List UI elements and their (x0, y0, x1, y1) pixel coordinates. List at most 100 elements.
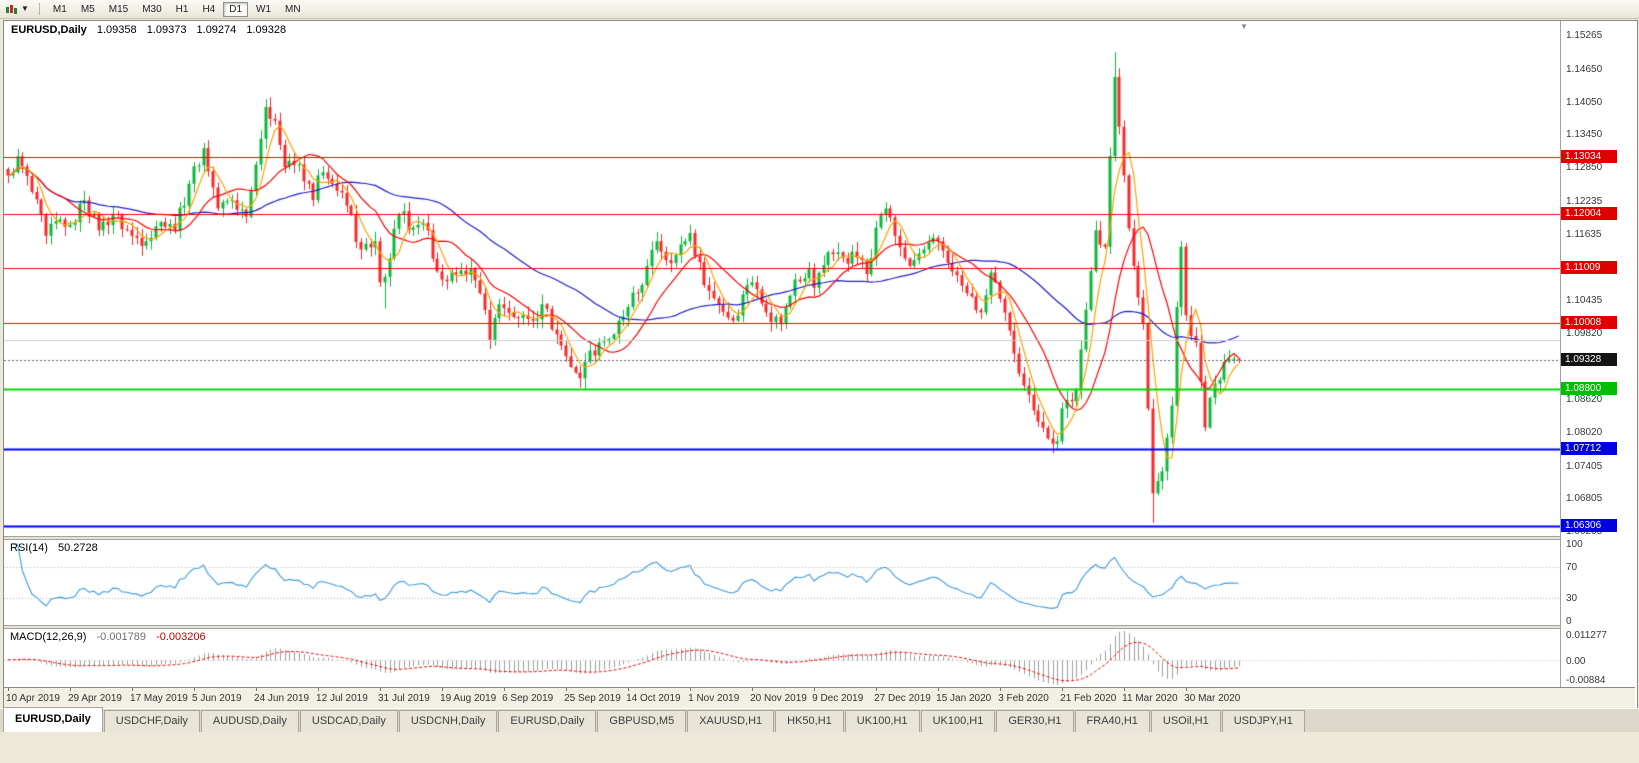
price-axis-label: 1.06205 (1566, 526, 1603, 538)
date-tick (504, 688, 506, 691)
date-label: 21 Feb 2020 (1060, 693, 1117, 704)
price-axis-label: 1.10435 (1566, 294, 1603, 306)
macd-signal-value: -0.003206 (156, 631, 206, 643)
date-label: 24 Jun 2019 (254, 693, 310, 704)
tf-button-h1[interactable]: H1 (175, 3, 189, 15)
close-value: 1.09328 (246, 24, 287, 36)
low-value: 1.09274 (196, 24, 237, 36)
macd-axis-label: 0.00 (1566, 655, 1586, 667)
tab-usdcad-daily[interactable]: USDCAD,Daily (299, 710, 398, 732)
date-tick (566, 688, 568, 691)
date-label: 1 Nov 2019 (688, 693, 740, 704)
price-badge: 1.10008 (1561, 315, 1617, 329)
rsi-value: 50.2728 (57, 542, 98, 554)
tab-uk100-h1[interactable]: UK100,H1 (920, 710, 996, 732)
date-tick (814, 688, 816, 691)
tab-usdcnh-daily[interactable]: USDCNH,Daily (398, 710, 498, 732)
tf-button-h4[interactable]: H4 (202, 3, 216, 15)
date-label: 31 Jul 2019 (378, 693, 430, 704)
date-label: 19 Aug 2019 (440, 693, 497, 704)
macd-canvas[interactable] (4, 629, 1560, 687)
tab-gbpusd-m5[interactable]: GBPUSD,M5 (597, 710, 687, 732)
date-tick (132, 688, 134, 691)
panel-divider-macd[interactable] (4, 625, 1635, 629)
tab-hk50-h1[interactable]: HK50,H1 (775, 710, 844, 732)
rsi-title: RSI(14) 50.2728 (10, 542, 98, 554)
date-tick (380, 688, 382, 691)
date-tick (442, 688, 444, 691)
open-value: 1.09358 (96, 24, 137, 36)
tab-xauusd-h1[interactable]: XAUUSD,H1 (687, 710, 775, 732)
date-tick (256, 688, 258, 691)
tab-eurusd-daily[interactable]: EURUSD,Daily (3, 707, 103, 732)
status-area (0, 732, 1639, 763)
date-tick (876, 688, 878, 691)
date-label: 10 Apr 2019 (6, 693, 60, 704)
chart-title: EURUSD,Daily 1.09358 1.09373 1.09274 1.0… (11, 24, 286, 36)
chart-type-icon[interactable] (5, 3, 19, 15)
timeframe-toolbar: ▼ M1 M5 M15 M30 H1 H4 D1 W1 MN (0, 0, 1639, 19)
price-badge: 1.08800 (1561, 382, 1617, 396)
date-axis[interactable]: 10 Apr 2019 29 Apr 2019 17 May 2019 5 Jun 2… (4, 687, 1635, 708)
price-axis-label: 1.12235 (1566, 195, 1603, 207)
tab-eurusd-daily[interactable]: EURUSD,Daily (498, 710, 597, 732)
rsi-axis-label: 30 (1566, 592, 1578, 604)
price-axis-label: 1.12850 (1566, 162, 1603, 174)
date-tick (8, 688, 9, 691)
price-badge: 1.07712 (1561, 441, 1617, 455)
rsi-label: RSI(14) (10, 542, 48, 554)
rsi-canvas[interactable] (4, 540, 1560, 625)
price-badge: 1.12004 (1561, 206, 1617, 220)
tf-button-w1[interactable]: W1 (256, 3, 272, 15)
price-axis[interactable]: 1.15265 1.14650 1.14050 1.13450 1.12850 1.122… (1561, 21, 1635, 687)
price-axis-label: 1.07405 (1566, 460, 1603, 472)
price-badge: 1.11009 (1561, 261, 1617, 275)
date-tick (1000, 688, 1002, 691)
tf-button-d1[interactable]: D1 (223, 1, 249, 17)
tab-usdchf-daily[interactable]: USDCHF,Daily (103, 710, 200, 732)
symbol-period-label: EURUSD,Daily (11, 24, 87, 36)
timeframe-group: M1 M5 M15 M30 H1 H4 D1 W1 MN (46, 1, 308, 17)
tf-button-m1[interactable]: M1 (52, 3, 67, 15)
price-axis-label: 1.14050 (1566, 96, 1603, 108)
chart-type-dropdown-icon[interactable]: ▼ (21, 4, 29, 13)
price-axis-label: 1.15265 (1566, 29, 1603, 41)
date-tick (194, 688, 196, 691)
date-tick (1186, 688, 1188, 691)
date-label: 3 Feb 2020 (998, 693, 1049, 704)
tab-uk100-h1[interactable]: UK100,H1 (844, 710, 920, 732)
price-axis-label: 1.08020 (1566, 426, 1603, 438)
date-label: 5 Jun 2019 (192, 693, 242, 704)
panel-divider-rsi[interactable] (4, 536, 1635, 540)
macd-title: MACD(12,26,9) -0.001789 -0.003206 (10, 631, 206, 643)
tf-button-m15[interactable]: M15 (108, 3, 129, 15)
date-label: 11 Mar 2020 (1122, 693, 1178, 704)
date-label: 27 Dec 2019 (874, 693, 931, 704)
price-axis-label: 1.11635 (1566, 228, 1602, 240)
tf-button-mn[interactable]: MN (285, 3, 301, 15)
tab-usdjpy-h1[interactable]: USDJPY,H1 (1221, 710, 1305, 732)
tab-audusd-daily[interactable]: AUDUSD,Daily (200, 710, 299, 732)
tab-fra40-h1[interactable]: FRA40,H1 (1074, 710, 1150, 732)
price-canvas[interactable] (4, 21, 1560, 536)
date-label: 17 May 2019 (130, 693, 188, 704)
tf-button-m5[interactable]: M5 (80, 3, 95, 15)
tab-ger30-h1[interactable]: GER30,H1 (996, 710, 1074, 732)
price-axis-separator[interactable] (1560, 21, 1561, 687)
high-value: 1.09373 (146, 24, 187, 36)
date-tick (690, 688, 692, 691)
macd-main-value: -0.001789 (96, 631, 147, 643)
chart-shift-marker-icon[interactable]: ▼ (1240, 22, 1248, 31)
date-label: 6 Sep 2019 (502, 693, 554, 704)
date-tick (938, 688, 940, 691)
date-tick (70, 688, 71, 691)
tab-usoil-h1[interactable]: USOil,H1 (1150, 710, 1221, 732)
chart-window: EURUSD,Daily 1.09358 1.09373 1.09274 1.0… (3, 20, 1638, 710)
macd-label: MACD(12,26,9) (10, 631, 87, 643)
tf-button-m30[interactable]: M30 (142, 3, 162, 15)
date-tick (752, 688, 754, 691)
date-label: 20 Nov 2019 (750, 693, 807, 704)
rsi-axis-label: 100 (1566, 539, 1583, 550)
date-label: 12 Jul 2019 (316, 693, 368, 704)
